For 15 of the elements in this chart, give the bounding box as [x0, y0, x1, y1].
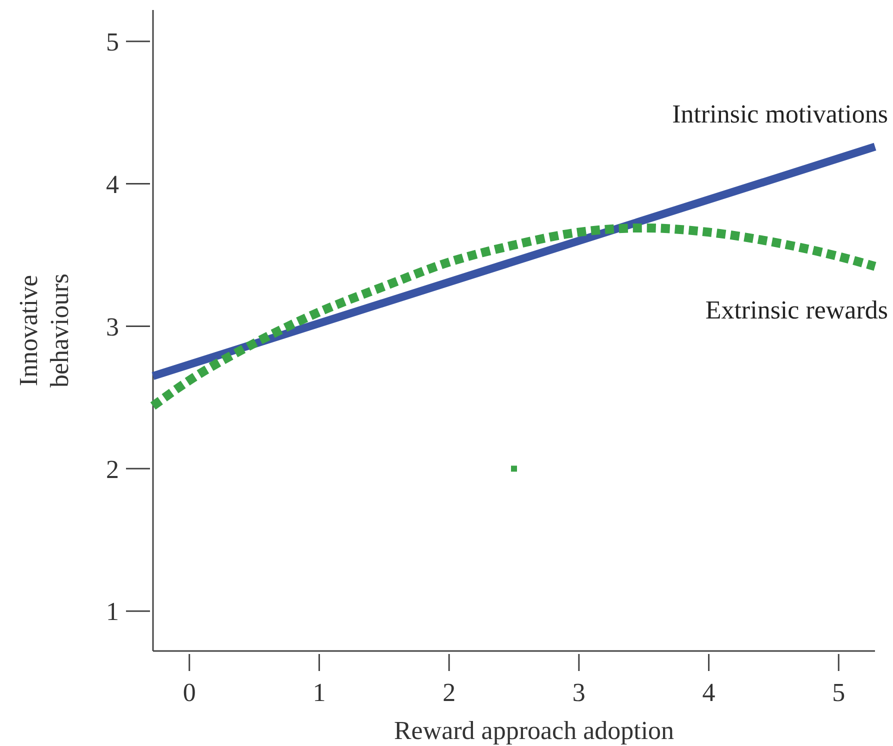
series-label: Extrinsic rewards: [705, 295, 888, 324]
y-tick-label: 2: [106, 454, 119, 484]
y-tick-label: 1: [106, 597, 119, 626]
y-tick-label: 5: [106, 27, 119, 56]
x-tick-label: 5: [832, 678, 846, 707]
y-tick-label: 3: [106, 312, 119, 342]
x-axis-title: Reward approach adoption: [394, 716, 674, 745]
y-axis-title: Innovative behaviours: [14, 273, 74, 388]
x-tick-label: 4: [702, 678, 716, 707]
y-tick-label: 4: [106, 170, 119, 199]
x-tick-label: 0: [182, 678, 196, 707]
x-tick-label: 2: [442, 678, 456, 707]
series-label: Intrinsic motivations: [672, 100, 888, 129]
x-tick-label: 1: [312, 678, 326, 707]
x-tick-label: 3: [572, 678, 586, 707]
